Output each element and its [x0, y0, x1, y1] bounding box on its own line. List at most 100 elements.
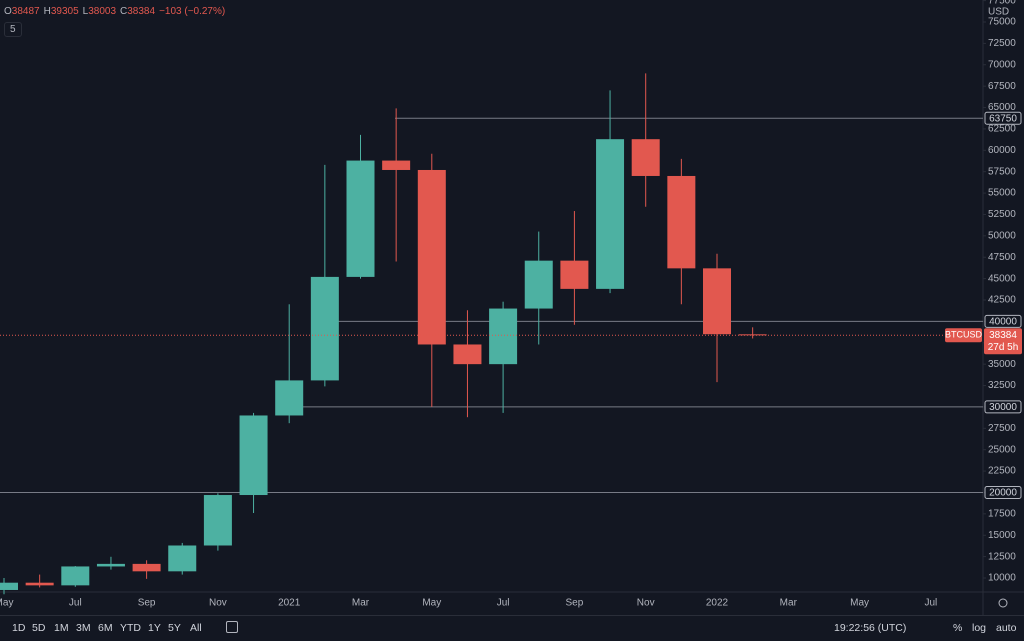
y-tick-label: 77500 [988, 0, 1016, 6]
y-tick-label: 27500 [988, 423, 1016, 434]
candle-body [631, 139, 660, 176]
y-tick-label: 15000 [988, 530, 1016, 541]
y-tick-label: 75000 [988, 17, 1016, 28]
ohlc-value: 38003 [88, 6, 117, 17]
y-tick-label: 65000 [988, 102, 1016, 113]
x-tick-label: May [0, 598, 13, 609]
y-tick-label: 12500 [988, 551, 1016, 562]
candle-body [239, 415, 268, 496]
x-tick-label: 2021 [278, 598, 301, 609]
range-button[interactable]: YTD [120, 622, 141, 634]
range-button[interactable]: 5Y [168, 622, 181, 634]
level-label: 20000 [989, 488, 1017, 499]
log[interactable]: log [972, 622, 987, 634]
y-tick-label: 17500 [988, 508, 1016, 519]
ohlc-letter: L [82, 6, 89, 17]
y-tick-label: 67500 [988, 81, 1016, 92]
candle-body [738, 334, 767, 336]
x-tick-label: Jul [69, 598, 82, 609]
candle-body [524, 260, 553, 309]
x-tick-label: Mar [780, 598, 798, 609]
range-button[interactable]: 3M [76, 622, 91, 634]
chart: USD 10000 12500 15000 17500 20000 22500 25000 2… [0, 0, 1024, 615]
ohlc-value: 38384 [127, 6, 156, 17]
ohlc-value: 39305 [50, 6, 79, 17]
range-button[interactable]: 1D [12, 622, 26, 634]
clock: 19:22:56 (UTC) [834, 622, 907, 634]
level-box [984, 485, 1022, 499]
candle-body [382, 160, 411, 170]
ohlc-letter: O [4, 6, 12, 17]
indicator-toggle[interactable]: 5 [4, 22, 22, 37]
candle-body [203, 495, 232, 546]
y-tick-label: 72500 [988, 38, 1016, 49]
x-tick-label: Nov [637, 598, 655, 609]
change: −103 (−0.27%) [159, 6, 226, 17]
level-box [984, 314, 1022, 328]
compare-icon[interactable] [226, 621, 238, 633]
level-box [984, 400, 1022, 414]
y-tick-label: 62500 [988, 124, 1016, 135]
x-tick-label: Mar [352, 598, 370, 609]
candle-body [453, 344, 482, 365]
symbol-label: BTCUSD [945, 330, 983, 340]
y-tick-label: 45000 [988, 273, 1016, 284]
y-tick-label: 52500 [988, 209, 1016, 220]
range-button[interactable]: 1Y [148, 622, 161, 634]
symbol-box [945, 328, 982, 343]
candle-body [560, 260, 589, 289]
y-tick-label: 10000 [988, 573, 1016, 584]
price-box [984, 328, 1022, 355]
y-tick-label: 55000 [988, 188, 1016, 199]
candle-body [489, 308, 518, 365]
level-box [984, 111, 1022, 125]
candle-body [667, 175, 696, 269]
candle-body [596, 139, 625, 289]
candle-body [346, 160, 375, 277]
y-tick-label: 32500 [988, 380, 1016, 391]
x-tick-label: Sep [138, 598, 156, 609]
auto[interactable]: auto [996, 622, 1017, 634]
candle-body [61, 566, 90, 586]
indicator-count: 5 [10, 24, 16, 35]
range-button[interactable]: 5D [32, 622, 46, 634]
candle-body [132, 563, 161, 572]
candle-body [275, 380, 304, 416]
x-tick-label: 2022 [706, 598, 729, 609]
y-tick-label: 47500 [988, 252, 1016, 263]
ohlc-value: 38487 [11, 6, 40, 17]
candle-body [25, 582, 54, 586]
currency: USD [988, 7, 1009, 18]
ohlc-letter: H [43, 6, 51, 17]
range-button[interactable]: All [190, 622, 202, 634]
y-tick-label: 42500 [988, 295, 1016, 306]
candle-body [417, 169, 446, 345]
range-button[interactable]: 1M [54, 622, 69, 634]
percent[interactable]: % [953, 622, 963, 634]
ohlc-letter: C [120, 6, 128, 17]
level-label: 40000 [989, 317, 1017, 328]
x-tick-label: May [422, 598, 441, 609]
toolbar: 1D 5D 1M 3M 6M YTD 1Y 5Y All 19:22:56 (UTC)% log au… [0, 615, 1024, 641]
candle-body [96, 563, 125, 567]
candle-body [703, 268, 731, 335]
last-price-label: 38384 [989, 330, 1017, 341]
level-label: 30000 [989, 402, 1017, 413]
y-tick-label: 35000 [988, 359, 1016, 370]
y-tick-label: 50000 [988, 230, 1016, 241]
x-tick-label: Jul [497, 598, 510, 609]
level-label: 63750 [989, 113, 1017, 124]
ohlc-legend: O38487 H39305 L38003 C38384 −103 (−0.27%) [4, 6, 229, 17]
x-tick-label: Jul [925, 598, 938, 609]
y-tick-label: 70000 [988, 59, 1016, 70]
x-tick-label: Nov [209, 598, 227, 609]
candle-body [168, 545, 197, 572]
x-tick-label: May [850, 598, 869, 609]
y-tick-label: 25000 [988, 444, 1016, 455]
candle-body [0, 582, 18, 590]
x-tick-label: Sep [566, 598, 584, 609]
y-tick-label: 22500 [988, 466, 1016, 477]
y-tick-label: 57500 [988, 166, 1016, 177]
range-button[interactable]: 6M [98, 622, 113, 634]
